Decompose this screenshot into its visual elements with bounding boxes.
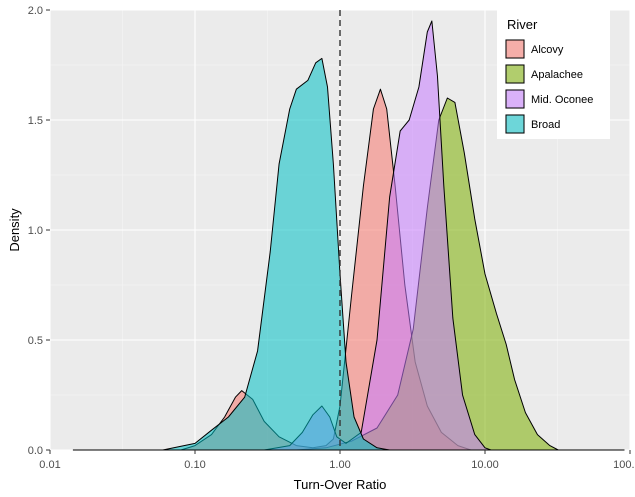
legend-label-broad: Broad: [531, 119, 560, 131]
legend: River Alcovy Apalachee Mid. Oconee Broad: [497, 10, 610, 139]
y-tick-label: 2.0: [28, 5, 43, 17]
y-axis-ticks: 0.0 0.5 1.0 1.5 2.0: [28, 5, 50, 457]
y-tick-label: 0.5: [28, 335, 43, 347]
legend-title: River: [507, 17, 538, 32]
legend-swatch-apalachee: [505, 64, 525, 84]
y-tick-label: 0.0: [28, 445, 43, 457]
legend-label-apalachee: Apalachee: [531, 69, 583, 81]
y-tick-label: 1.0: [28, 225, 43, 237]
x-tick-label: 0.10: [184, 459, 205, 471]
y-axis-title: Density: [7, 208, 22, 252]
legend-label-mid-oconee: Mid. Oconee: [531, 94, 593, 106]
legend-label-alcovy: Alcovy: [531, 44, 564, 56]
x-tick-label: 0.01: [39, 459, 60, 471]
x-axis-title: Turn-Over Ratio: [294, 477, 387, 492]
density-areas: [72, 20, 625, 451]
x-axis-ticks: 0.01 0.10 1.00 10.00 100.00: [39, 450, 635, 471]
legend-swatch-alcovy: [505, 39, 525, 59]
x-tick-label: 100.00: [613, 459, 635, 471]
legend-swatch-mid-oconee: [505, 89, 525, 109]
y-tick-label: 1.5: [28, 115, 43, 127]
legend-swatch-broad: [505, 114, 525, 134]
x-tick-label: 10.00: [471, 459, 499, 471]
area-broad: [72, 57, 625, 451]
x-tick-label: 1.00: [329, 459, 350, 471]
legend-items: Alcovy Apalachee Mid. Oconee Broad: [505, 39, 593, 134]
